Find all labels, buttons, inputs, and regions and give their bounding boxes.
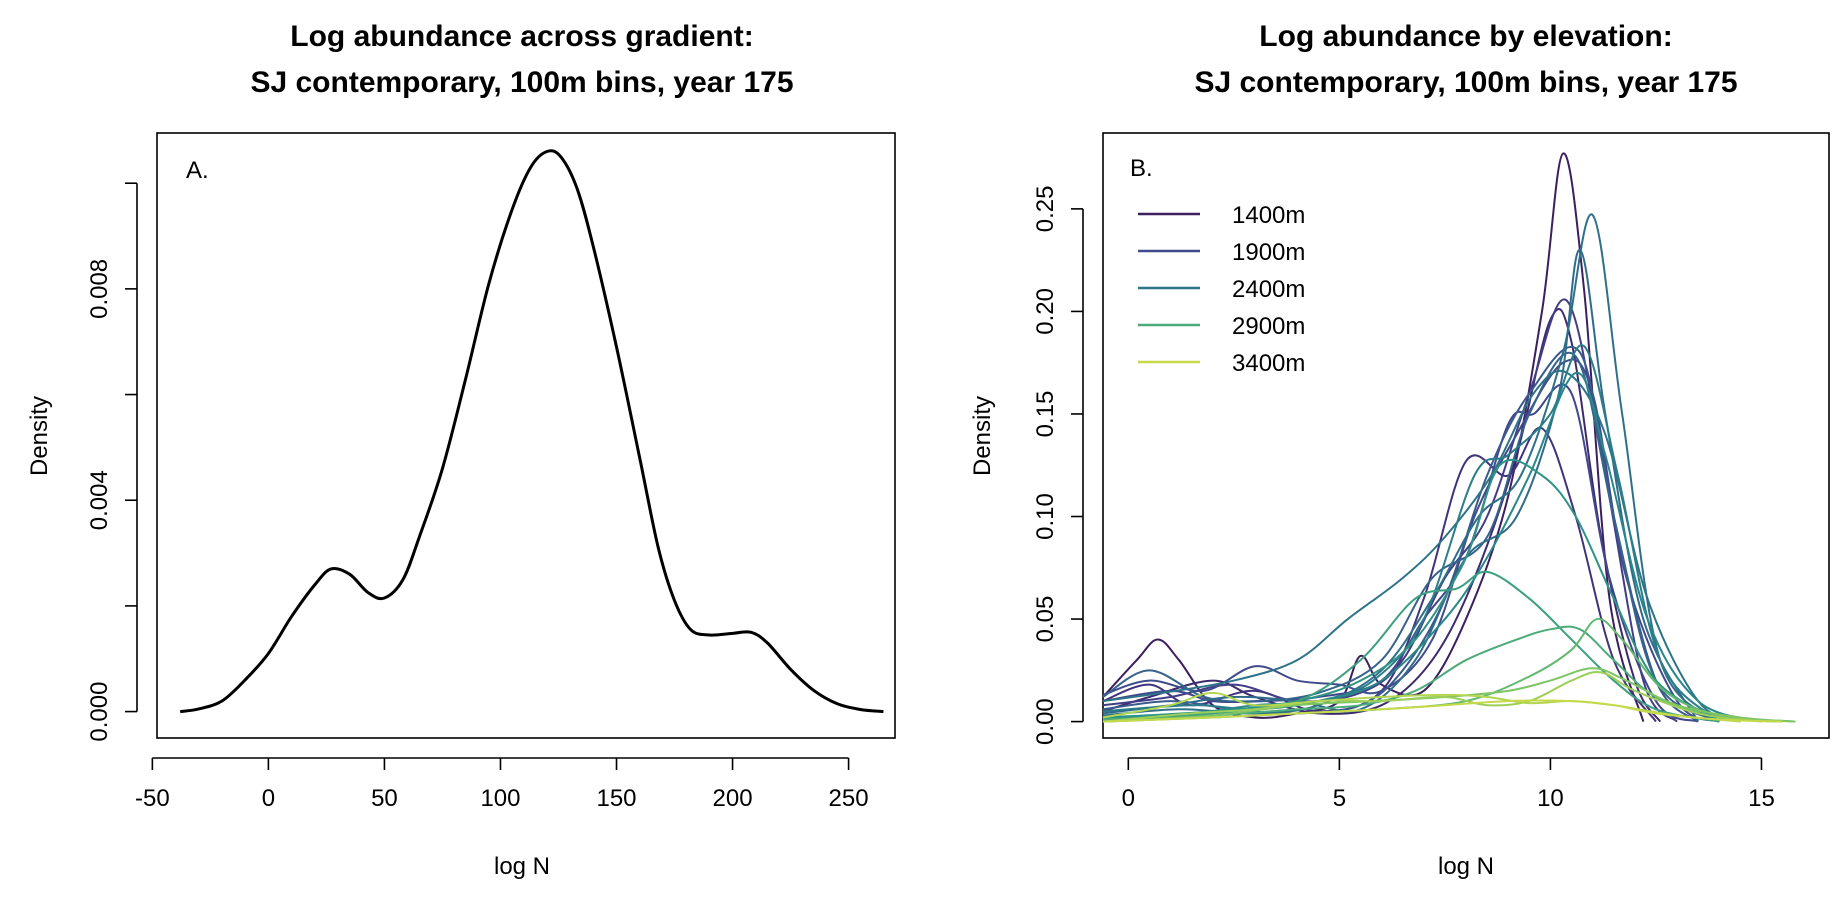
panel-a-y-axis-label: Density: [26, 396, 53, 476]
x-tick-label: -50: [135, 785, 170, 812]
x-tick-label: 200: [713, 785, 753, 812]
series-line-3400m: [1102, 699, 1783, 723]
y-tick-label: 0.25: [1032, 186, 1059, 233]
y-tick-label: 0.05: [1032, 596, 1059, 643]
panel-b-plot-frame: [1102, 132, 1830, 739]
x-tick-label: 150: [596, 785, 636, 812]
series-line-all: [179, 149, 884, 714]
y-tick-label: 0.008: [86, 259, 113, 319]
panel-b-x-axis-label: log N: [1438, 853, 1494, 880]
y-tick-label: 0.000: [86, 682, 113, 742]
x-tick-label: 15: [1748, 785, 1775, 812]
panel-a-title-line-1: Log abundance across gradient:: [290, 20, 753, 53]
y-tick-label: 0.00: [1032, 698, 1059, 745]
series-line-2100m: [1102, 351, 1720, 723]
x-tick-label: 50: [371, 785, 398, 812]
series-line-1600m: [1102, 426, 1657, 723]
y-tick-label: 0.15: [1032, 391, 1059, 438]
y-tick-label: 0.004: [86, 470, 113, 530]
panel-b-y-axis-label: Density: [969, 396, 996, 476]
panel-b-label: B.: [1130, 155, 1153, 182]
legend-label: 2900m: [1232, 313, 1305, 340]
series-line-3200m: [1102, 671, 1762, 723]
y-tick-label: 0.20: [1032, 288, 1059, 335]
legend-label: 2400m: [1232, 276, 1305, 303]
series-line-2300m: [1102, 213, 1720, 723]
x-tick-label: 250: [829, 785, 869, 812]
x-tick-label: 10: [1537, 785, 1564, 812]
panel-a-marks: -50 0 50 100 150 200 250 0.000 0.004 0.008: [86, 149, 884, 812]
panel-b-legend: 1400m 1900m 2400m 2900m 3400m: [1138, 202, 1305, 377]
panel-b-title-line-2: SJ contemporary, 100m bins, year 175: [1194, 66, 1737, 99]
panel-a-label: A.: [186, 157, 209, 184]
x-tick-label: 0: [262, 785, 275, 812]
panel-b-marks: 0 5 10 15 0.00 0.05 0.10 0.15 0.20 0.25: [1032, 152, 1796, 812]
x-tick-label: 5: [1333, 785, 1346, 812]
legend-label: 1400m: [1232, 202, 1305, 229]
series-line-2400m: [1102, 369, 1741, 723]
panel-a-plot-frame: [156, 132, 896, 739]
legend-label: 1900m: [1232, 239, 1305, 266]
series-line-1900m: [1102, 358, 1720, 723]
series-line-1400m: [1102, 152, 1645, 722]
legend-label: 3400m: [1232, 350, 1305, 377]
panel-a-title-line-2: SJ contemporary, 100m bins, year 175: [250, 66, 793, 99]
x-tick-label: 0: [1122, 785, 1135, 812]
panel-a-x-axis-label: log N: [494, 853, 550, 880]
panel-b-title-line-1: Log abundance by elevation:: [1259, 20, 1672, 53]
x-tick-label: 100: [480, 785, 520, 812]
y-tick-label: 0.10: [1032, 493, 1059, 540]
